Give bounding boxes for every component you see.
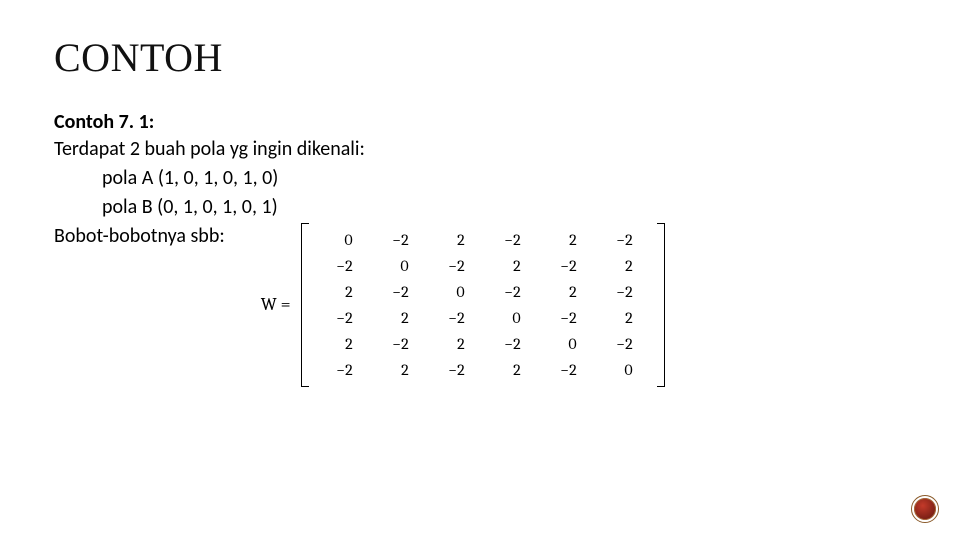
matrix-cell: 0 bbox=[427, 279, 483, 305]
matrix-cell: −2 bbox=[595, 331, 651, 357]
matrix-cell: −2 bbox=[371, 331, 427, 357]
matrix-cell: −2 bbox=[371, 227, 427, 253]
weight-matrix: W = 0−22−22−2−20−22−222−20−22−2−22−20−22… bbox=[261, 223, 665, 387]
matrix-cell: −2 bbox=[427, 357, 483, 383]
matrix-cell: 2 bbox=[539, 279, 595, 305]
matrix-cell: −2 bbox=[539, 253, 595, 279]
matrix-cell: −2 bbox=[427, 305, 483, 331]
matrix-cell: −2 bbox=[483, 227, 539, 253]
matrix-cell: −2 bbox=[539, 305, 595, 331]
corner-ornament-icon bbox=[914, 498, 936, 520]
page-title: CONTOH bbox=[54, 34, 906, 81]
example-label: Contoh 7. 1: bbox=[54, 110, 154, 134]
matrix-cell: 2 bbox=[315, 331, 371, 357]
matrix-cell: −2 bbox=[427, 253, 483, 279]
bracket-right bbox=[657, 223, 665, 387]
matrix-cell: 2 bbox=[595, 305, 651, 331]
matrix-cell: 2 bbox=[371, 357, 427, 383]
matrix-cell: 0 bbox=[371, 253, 427, 279]
matrix-cell: −2 bbox=[595, 279, 651, 305]
matrix-cell: 2 bbox=[427, 331, 483, 357]
matrix-cell: −2 bbox=[315, 357, 371, 383]
weights-label: Bobot-bobotnya sbb: bbox=[54, 223, 225, 250]
matrix-cell: 2 bbox=[371, 305, 427, 331]
matrix-cell: −2 bbox=[315, 305, 371, 331]
bracket-left bbox=[301, 223, 309, 387]
matrix-cell: 2 bbox=[483, 253, 539, 279]
matrix-cell: 0 bbox=[315, 227, 371, 253]
matrix-cell: 2 bbox=[427, 227, 483, 253]
matrix-lhs: W = bbox=[261, 293, 291, 317]
matrix-cell: 2 bbox=[595, 253, 651, 279]
matrix-cell: −2 bbox=[371, 279, 427, 305]
matrix-cell: −2 bbox=[483, 331, 539, 357]
pattern-a: pola A (1, 0, 1, 0, 1, 0) bbox=[54, 165, 906, 192]
matrix-cell: −2 bbox=[315, 253, 371, 279]
intro-text: Terdapat 2 buah pola yg ingin dikenali: bbox=[54, 136, 906, 163]
matrix-cell: −2 bbox=[595, 227, 651, 253]
matrix-cell: 2 bbox=[539, 227, 595, 253]
matrix-cell: 0 bbox=[595, 357, 651, 383]
matrix-cell: 0 bbox=[483, 305, 539, 331]
matrix-cell: −2 bbox=[483, 279, 539, 305]
matrix-cell: 2 bbox=[315, 279, 371, 305]
matrix-cell: 2 bbox=[483, 357, 539, 383]
matrix-cell: 0 bbox=[539, 331, 595, 357]
matrix-cell: −2 bbox=[539, 357, 595, 383]
pattern-b: pola B (0, 1, 0, 1, 0, 1) bbox=[54, 194, 906, 221]
